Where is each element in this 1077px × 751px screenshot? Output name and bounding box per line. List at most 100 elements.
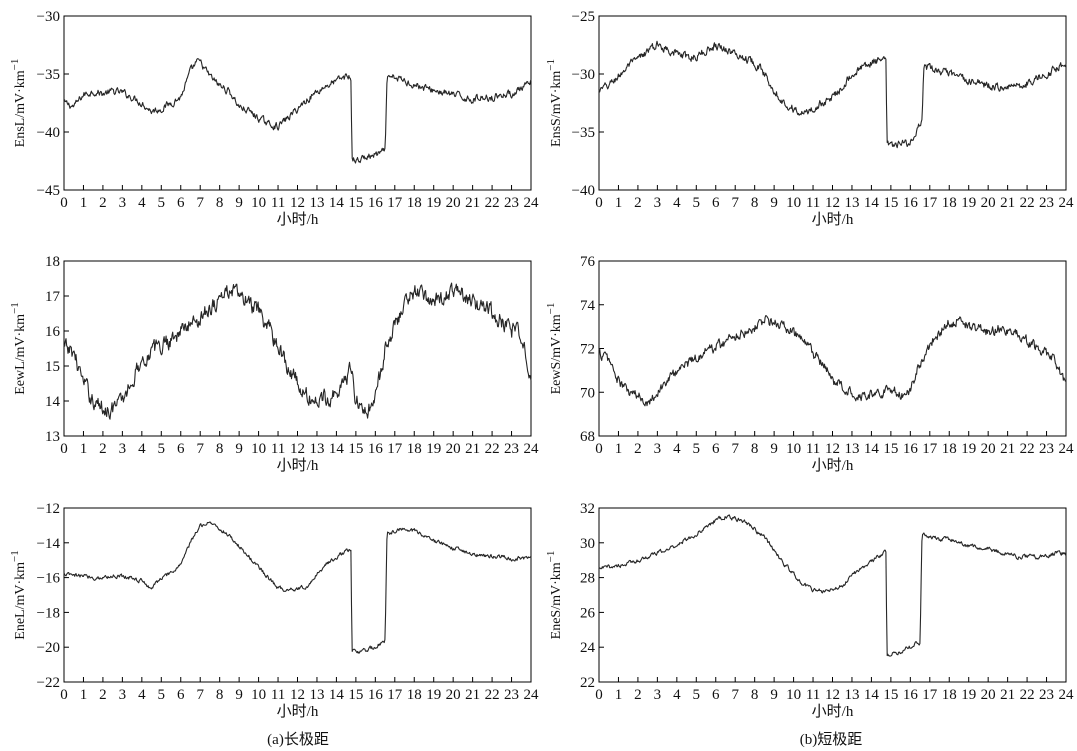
plot-frame [598, 15, 1067, 191]
x-tick-label: 24 [524, 195, 540, 211]
plot-frame [598, 260, 1067, 437]
x-tick-label: 18 [407, 195, 422, 211]
x-tick-label: 13 [309, 687, 324, 703]
x-tick-label: 23 [504, 687, 519, 703]
x-tick-label: 13 [844, 441, 859, 457]
plot-frame [63, 260, 532, 437]
x-tick-label: 21 [465, 687, 480, 703]
x-tick-label: 1 [80, 441, 88, 457]
x-tick-label: 7 [731, 687, 739, 703]
y-tick-label: −12 [37, 501, 60, 517]
x-tick-label: 23 [504, 195, 519, 211]
x-tick-label: 21 [1000, 687, 1015, 703]
x-tick-label: 10 [786, 687, 801, 703]
x-tick-label: 20 [446, 687, 461, 703]
x-tick-label: 13 [309, 441, 324, 457]
y-tick-label: −16 [37, 571, 61, 587]
x-tick-label: 3 [119, 195, 127, 211]
x-tick-label: 8 [751, 687, 759, 703]
y-tick-label: −18 [37, 605, 60, 621]
x-tick-label: 16 [903, 441, 919, 457]
x-tick-label: 20 [981, 195, 996, 211]
x-tick-label: 16 [368, 441, 384, 457]
y-tick-label: 28 [580, 571, 595, 587]
x-tick-label: 7 [731, 441, 739, 457]
x-tick-label: 14 [864, 441, 880, 457]
x-tick-label: 12 [825, 441, 840, 457]
plot-frame [598, 507, 1067, 683]
x-tick-label: 21 [465, 195, 480, 211]
x-tick-label: 11 [271, 687, 285, 703]
x-tick-label: 0 [60, 441, 68, 457]
x-tick-label: 3 [654, 687, 662, 703]
x-tick-label: 9 [770, 687, 778, 703]
x-tick-label: 14 [329, 441, 345, 457]
x-axis-label: 小时/h [812, 211, 854, 228]
x-tick-label: 17 [922, 687, 938, 703]
x-tick-label: 4 [138, 441, 146, 457]
x-tick-label: 20 [446, 195, 461, 211]
y-tick-label: −30 [37, 9, 60, 25]
x-tick-label: 3 [654, 441, 662, 457]
x-tick-label: 6 [177, 687, 185, 703]
x-tick-label: 6 [177, 441, 185, 457]
x-tick-label: 0 [595, 687, 603, 703]
x-axis-label: 小时/h [277, 457, 319, 474]
y-tick-label: 76 [580, 254, 596, 270]
y-tick-label: 13 [45, 429, 60, 445]
x-tick-label: 15 [348, 441, 363, 457]
x-tick-label: 18 [942, 441, 957, 457]
x-tick-label: 8 [751, 441, 759, 457]
y-axis-label: EnsS/mV·km−1 [545, 59, 564, 147]
x-tick-label: 5 [158, 687, 166, 703]
x-tick-label: 17 [387, 195, 403, 211]
x-tick-label: 4 [138, 195, 146, 211]
x-tick-label: 21 [1000, 195, 1015, 211]
y-tick-label: 32 [580, 501, 595, 517]
x-tick-label: 21 [465, 441, 480, 457]
data-line [63, 282, 532, 420]
x-tick-label: 12 [825, 195, 840, 211]
x-tick-label: 19 [961, 195, 976, 211]
x-tick-label: 12 [825, 687, 840, 703]
x-tick-label: 19 [961, 441, 976, 457]
plot-frame [63, 15, 532, 191]
data-line [598, 514, 1067, 657]
x-tick-label: 11 [806, 687, 820, 703]
x-tick-label: 18 [407, 687, 422, 703]
y-tick-label: −40 [37, 125, 60, 141]
x-tick-label: 24 [1059, 687, 1075, 703]
y-tick-label: 17 [45, 289, 61, 305]
x-tick-label: 0 [595, 441, 603, 457]
y-tick-label: 18 [45, 254, 60, 270]
y-tick-label: 14 [45, 394, 61, 410]
y-tick-label: −20 [37, 640, 60, 656]
x-tick-label: 2 [634, 195, 642, 211]
x-tick-label: 7 [196, 441, 204, 457]
x-tick-label: 10 [786, 195, 801, 211]
y-tick-label: 70 [580, 385, 595, 401]
x-tick-label: 4 [673, 687, 681, 703]
x-tick-label: 21 [1000, 441, 1015, 457]
chart-panel-0: −30−35−40−450 1 2 3 4 5 6 7 8 9 10 11 12 13 14 15 16 17 18… [9, 9, 539, 228]
x-tick-label: 7 [731, 195, 739, 211]
x-tick-label: 10 [251, 195, 266, 211]
y-tick-label: 24 [580, 640, 596, 656]
x-tick-label: 2 [99, 195, 107, 211]
x-tick-label: 6 [712, 687, 720, 703]
data-line [598, 40, 1067, 149]
x-tick-label: 8 [751, 195, 759, 211]
x-tick-label: 13 [844, 195, 859, 211]
x-tick-label: 1 [615, 441, 623, 457]
x-tick-label: 11 [271, 441, 285, 457]
caption-a: (a)长极距 [267, 731, 329, 748]
x-tick-label: 10 [251, 687, 266, 703]
data-line [63, 521, 532, 654]
x-tick-label: 8 [216, 195, 224, 211]
x-tick-label: 10 [786, 441, 801, 457]
x-tick-label: 2 [99, 441, 107, 457]
x-tick-label: 20 [446, 441, 461, 457]
x-tick-label: 5 [158, 195, 166, 211]
x-tick-label: 22 [1020, 441, 1035, 457]
